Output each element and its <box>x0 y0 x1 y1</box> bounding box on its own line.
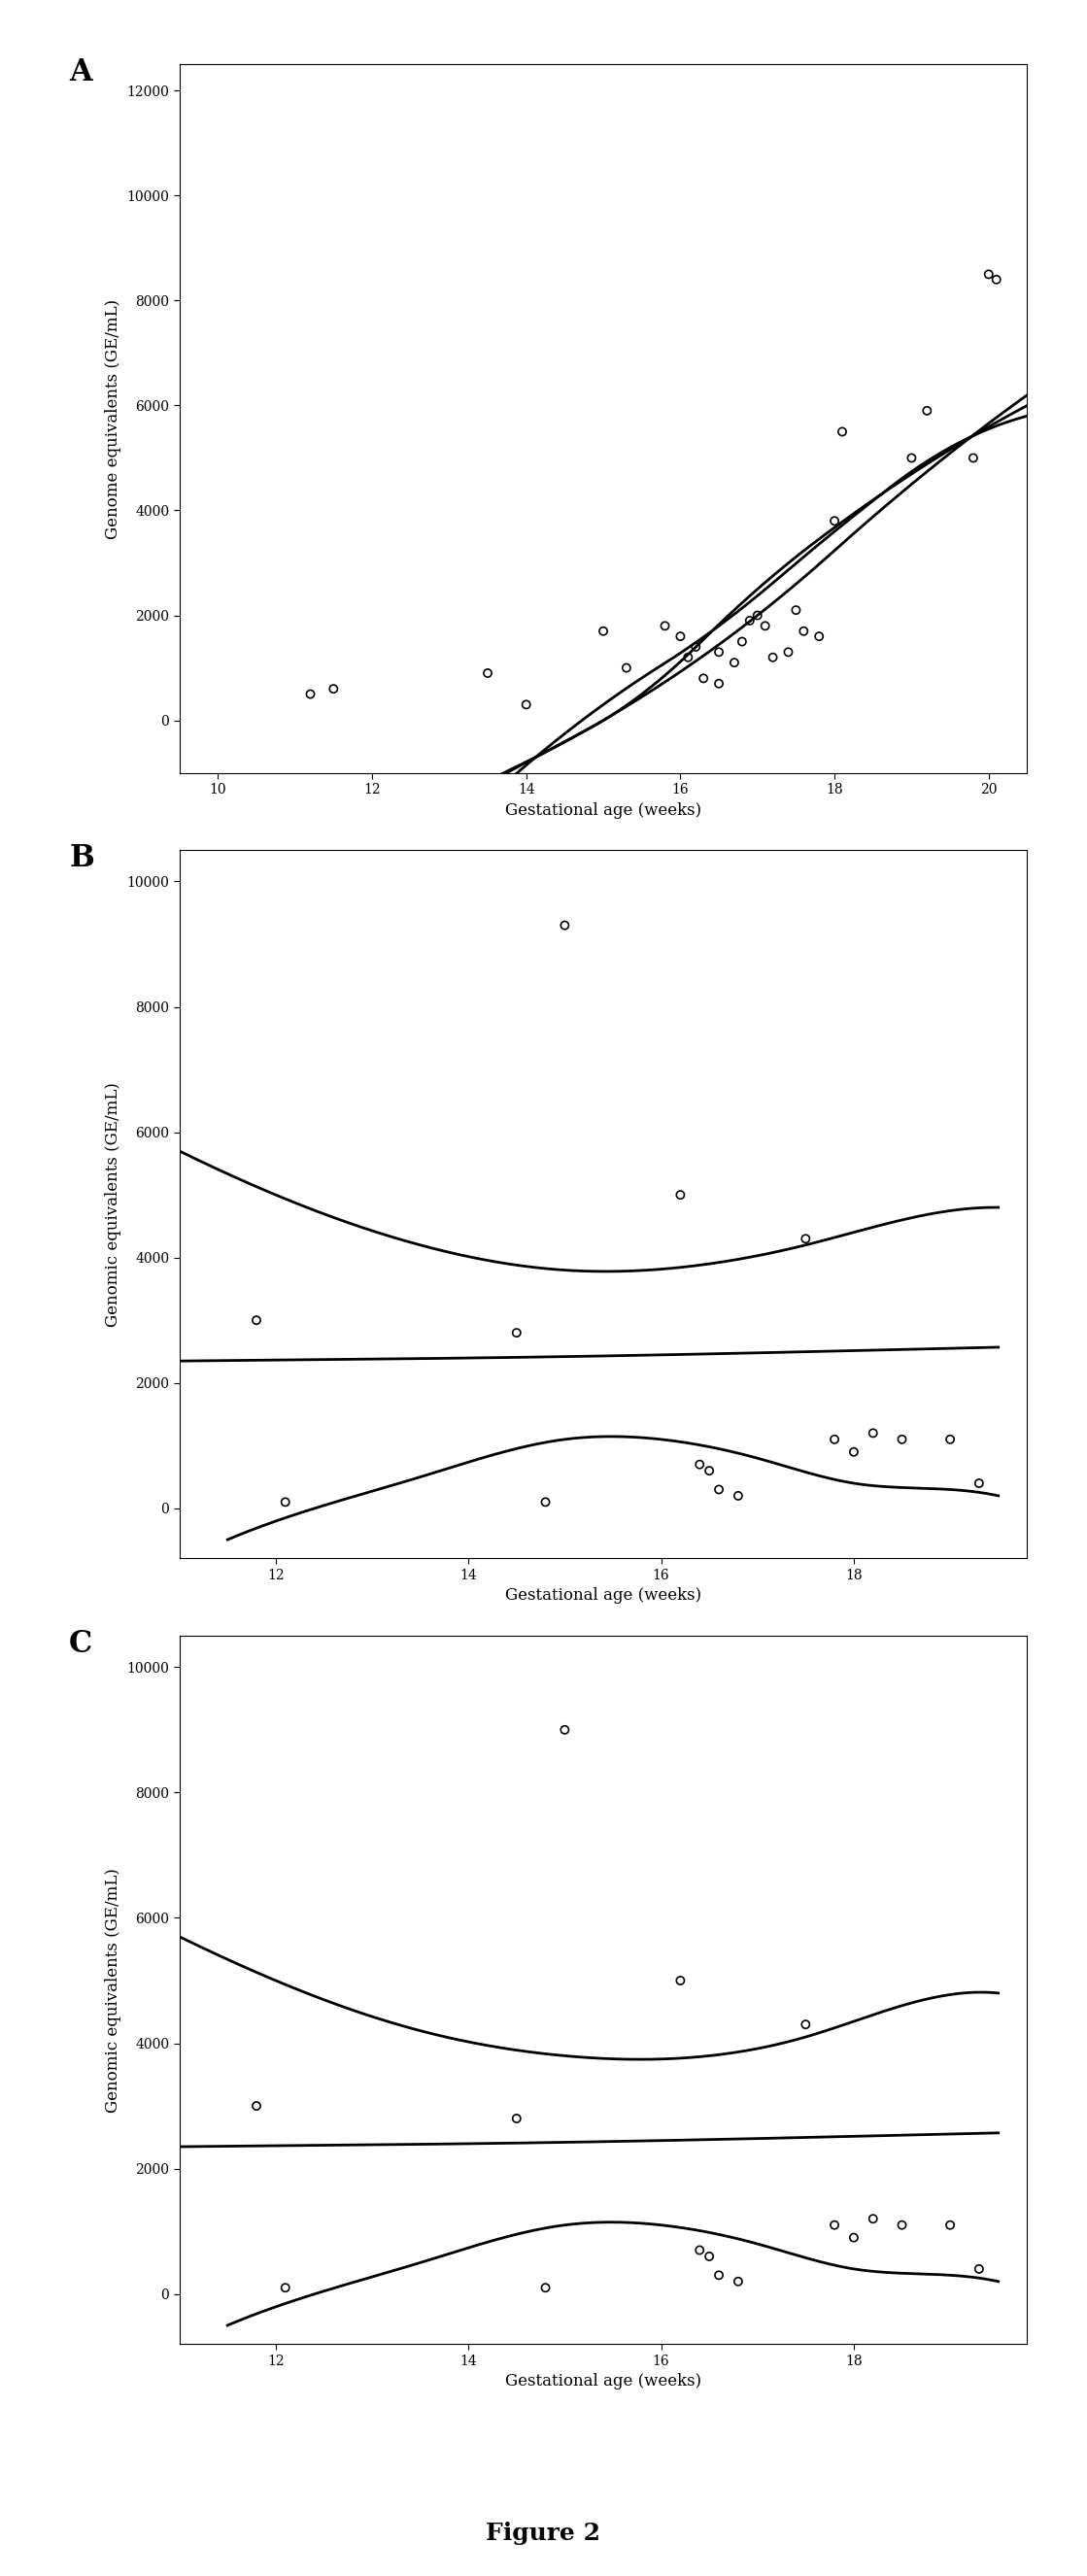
Point <box>834 412 851 453</box>
Point <box>964 438 982 479</box>
Point <box>729 1476 747 1517</box>
Point <box>864 1412 882 1453</box>
Point <box>710 2254 727 2295</box>
Point <box>595 611 612 652</box>
Point <box>695 657 712 698</box>
Text: B: B <box>70 842 95 873</box>
Point <box>749 595 766 636</box>
X-axis label: Gestational age (weeks): Gestational age (weeks) <box>505 2372 701 2391</box>
Point <box>710 662 727 703</box>
Point <box>517 685 535 726</box>
Point <box>248 1301 265 1342</box>
Point <box>826 500 844 541</box>
Point <box>811 616 828 657</box>
Point <box>325 667 342 708</box>
Point <box>479 652 497 693</box>
Point <box>764 636 782 677</box>
Y-axis label: Genome equivalents (GE/mL): Genome equivalents (GE/mL) <box>104 299 122 538</box>
Point <box>691 2228 709 2269</box>
Point <box>672 616 689 657</box>
Point <box>779 631 797 672</box>
Point <box>757 605 774 647</box>
Point <box>726 641 744 683</box>
Point <box>691 1443 709 1484</box>
Y-axis label: Genomic equivalents (GE/mL): Genomic equivalents (GE/mL) <box>104 1868 122 2112</box>
X-axis label: Gestational age (weeks): Gestational age (weeks) <box>505 1587 701 1605</box>
Point <box>826 2205 844 2246</box>
Y-axis label: Genomic equivalents (GE/mL): Genomic equivalents (GE/mL) <box>104 1082 122 1327</box>
Point <box>894 1419 911 1461</box>
Point <box>826 1419 844 1461</box>
Point <box>701 1450 719 1492</box>
Point <box>787 590 804 631</box>
Point <box>710 631 727 672</box>
Point <box>277 2267 295 2308</box>
Point <box>729 2262 747 2303</box>
Point <box>797 1218 814 1260</box>
Point <box>941 1419 959 1461</box>
Text: C: C <box>70 1628 92 1659</box>
Point <box>687 626 704 667</box>
Point <box>971 1463 988 1504</box>
Text: A: A <box>70 57 92 88</box>
Point <box>795 611 812 652</box>
Point <box>734 621 751 662</box>
Point <box>557 1710 574 1752</box>
Point <box>679 636 697 677</box>
Point <box>894 2205 911 2246</box>
Point <box>941 2205 959 2246</box>
Point <box>701 2236 719 2277</box>
Point <box>845 2218 862 2259</box>
Point <box>508 1311 525 1352</box>
Text: Figure 2: Figure 2 <box>486 2522 601 2545</box>
Point <box>971 2249 988 2290</box>
Point <box>672 1960 689 2002</box>
Point <box>845 1432 862 1473</box>
Point <box>919 389 936 430</box>
Point <box>277 1481 295 1522</box>
Point <box>557 904 574 945</box>
Point <box>864 2197 882 2239</box>
Point <box>508 2097 525 2138</box>
Point <box>248 2087 265 2128</box>
Point <box>903 438 921 479</box>
Point <box>657 605 674 647</box>
Point <box>797 2004 814 2045</box>
Point <box>988 260 1005 301</box>
Point <box>617 647 635 688</box>
Point <box>741 600 759 641</box>
Point <box>537 2267 554 2308</box>
Point <box>710 1468 727 1510</box>
Point <box>302 672 320 714</box>
Point <box>672 1175 689 1216</box>
Point <box>537 1481 554 1522</box>
Point <box>980 252 998 294</box>
X-axis label: Gestational age (weeks): Gestational age (weeks) <box>505 801 701 819</box>
